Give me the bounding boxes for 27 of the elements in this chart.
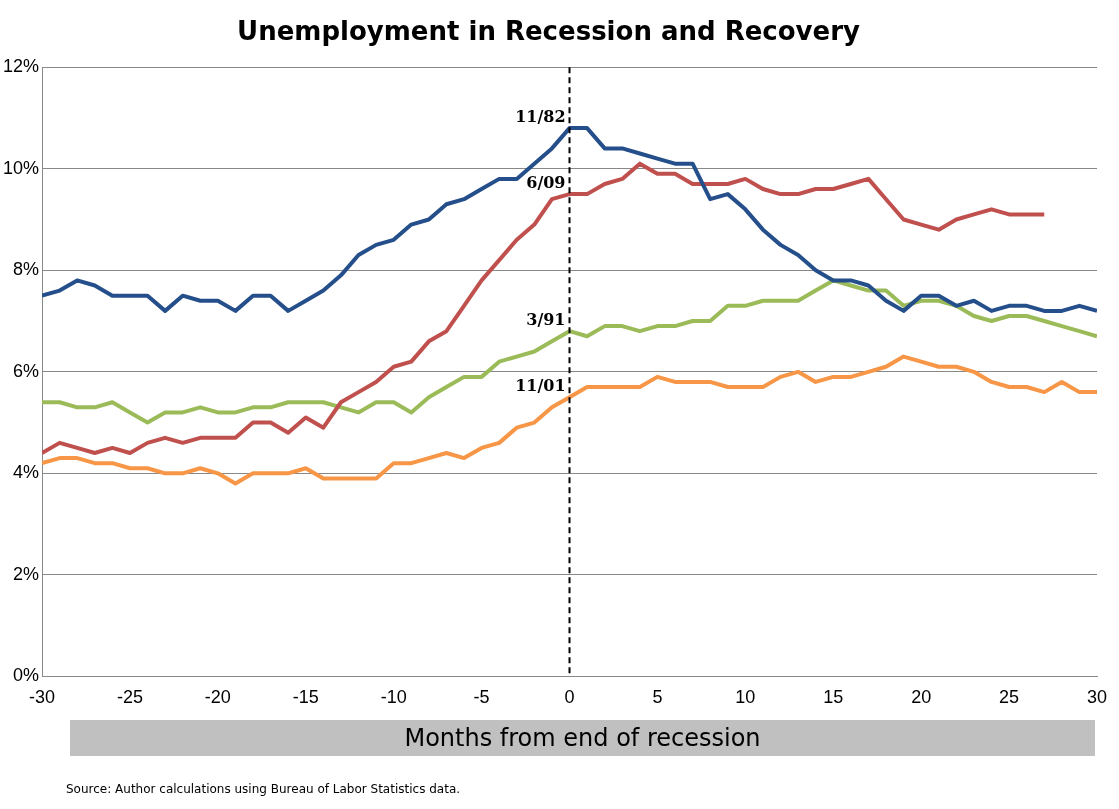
x-tick-label: 20	[911, 687, 932, 708]
chart-title: Unemployment in Recession and Recovery	[237, 16, 860, 47]
x-tick-label: -20	[204, 687, 231, 708]
y-tick-label: 0%	[13, 665, 40, 686]
y-tick-label: 12%	[3, 56, 40, 77]
y-tick-label: 2%	[13, 563, 40, 584]
y-tick-label: 10%	[3, 157, 40, 178]
y-tick-label: 6%	[13, 360, 40, 381]
y-tick-label: 8%	[13, 259, 40, 280]
x-tick-label: -15	[292, 687, 319, 708]
source-note: Source: Author calculations using Bureau of Labor Statistics data.	[66, 782, 461, 796]
series-label: 11/82	[515, 107, 566, 127]
x-tick-label: 30	[1086, 687, 1108, 708]
x-tick-label: -10	[380, 687, 407, 708]
x-tick-label: 0	[564, 687, 575, 708]
series-label: 6/09	[526, 173, 566, 193]
x-tick-label: 25	[999, 687, 1020, 708]
series-label: 3/91	[526, 310, 566, 330]
x-tick-label: -5	[473, 687, 490, 708]
series-label: 11/01	[515, 376, 566, 396]
x-tick-label: -25	[116, 687, 143, 708]
y-tick-label: 4%	[13, 462, 40, 483]
x-tick-label: -30	[29, 687, 56, 708]
x-axis-title: Months from end of recession	[70, 720, 1095, 756]
x-tick-label: 15	[823, 687, 844, 708]
x-tick-label: 10	[735, 687, 756, 708]
x-tick-label: 5	[652, 687, 663, 708]
